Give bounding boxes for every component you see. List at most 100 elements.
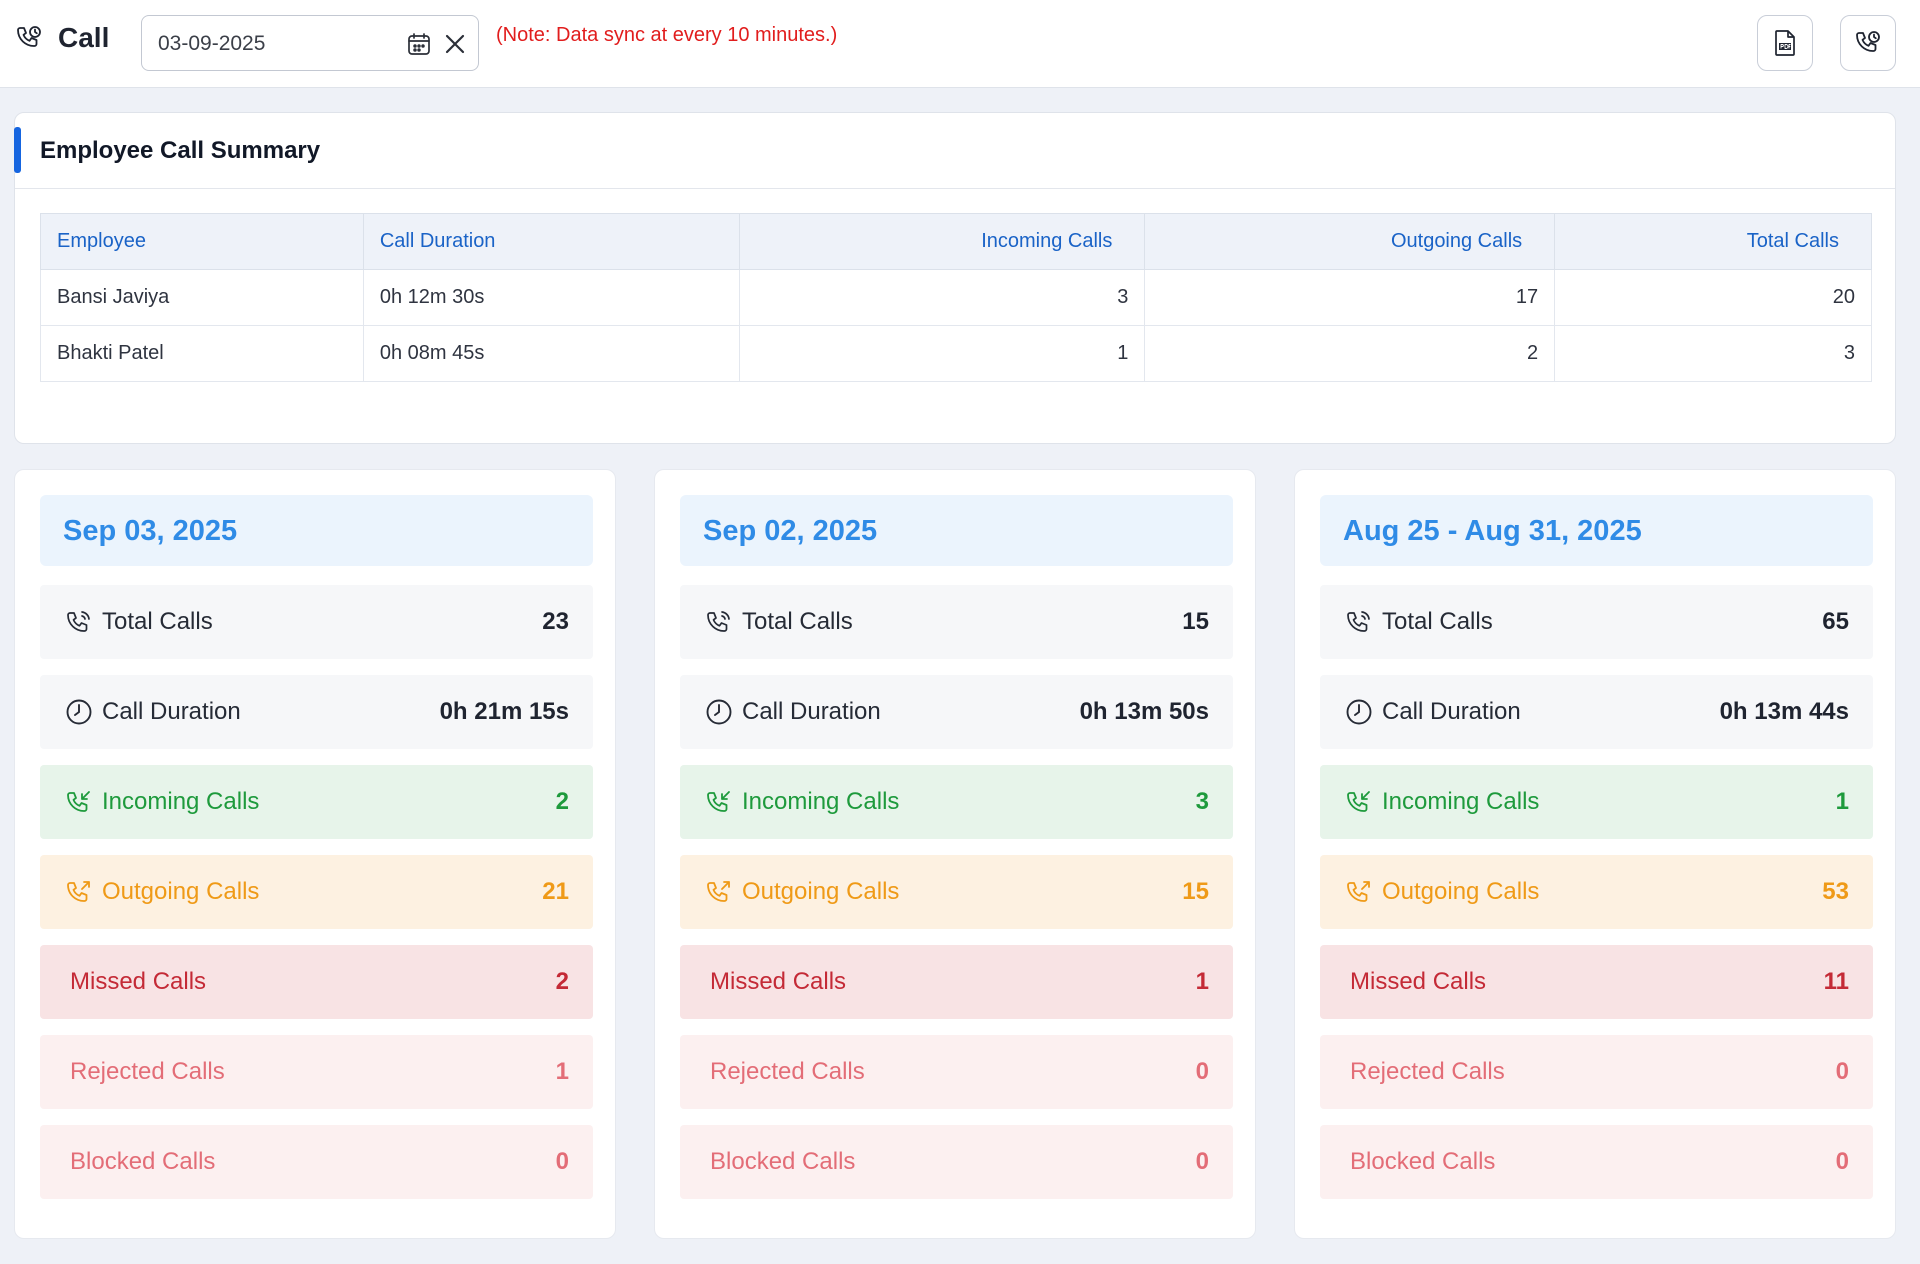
calendar-icon[interactable] [406,31,432,57]
clock-icon [66,699,92,725]
total-calls-value: 23 [542,608,569,635]
outgoing-calls-row[interactable]: Outgoing Calls 15 [680,855,1233,929]
incoming-calls-row[interactable]: Incoming Calls 2 [40,765,593,839]
accent-bar [14,127,21,173]
clock-icon [1346,699,1372,725]
page-title: Call [58,22,110,53]
blocked-calls-row[interactable]: Blocked Calls 0 [1320,1125,1873,1199]
rejected-calls-row[interactable]: Rejected Calls 0 [1320,1035,1873,1109]
incoming-calls-row[interactable]: Incoming Calls 1 [1320,765,1873,839]
close-icon[interactable] [440,29,470,59]
phone-ring-icon [67,611,90,632]
day-summary-card: Sep 02, 2025 Total Calls 15 Call Duratio… [654,469,1256,1239]
date-picker[interactable] [141,15,479,71]
outgoing-calls-label-group: Outgoing Calls [64,877,542,907]
outgoing-calls-value: 53 [1822,878,1849,905]
incoming-calls-value: 3 [1195,788,1209,815]
date-input[interactable] [158,30,388,58]
missed-calls-value: 2 [555,968,569,995]
call-duration: 0h 12m 30s [362,269,740,326]
missed-calls-value: 1 [1195,968,1209,995]
total-count: 20 [1554,269,1872,326]
outgoing-call-icon [707,881,730,902]
total-count: 3 [1554,325,1872,382]
rejected-calls-value: 0 [1835,1058,1849,1085]
call-duration-row[interactable]: Call Duration 0h 13m 44s [1320,675,1873,749]
rejected-calls-label: Rejected Calls [1350,1058,1505,1085]
incoming-calls-value: 1 [1835,788,1849,815]
call-duration-label: Call Duration [742,698,881,725]
outgoing-call-icon [67,881,90,902]
day-card-title: Aug 25 - Aug 31, 2025 [1343,515,1642,547]
summary-title: Employee Call Summary [40,137,321,164]
table-row[interactable]: Bhakti Patel 0h 08m 45s 1 2 3 [40,325,1872,382]
outgoing-calls-label: Outgoing Calls [1382,878,1540,905]
call-duration: 0h 08m 45s [362,325,740,382]
missed-calls-row[interactable]: Missed Calls 11 [1320,945,1873,1019]
total-calls-row[interactable]: Total Calls 23 [40,585,593,659]
day-card-header: Aug 25 - Aug 31, 2025 [1320,495,1873,566]
employee-name: Bansi Javiya [40,269,364,326]
call-duration-label-group: Call Duration [64,697,440,727]
column-header[interactable]: Call Duration [362,213,740,270]
sync-note: (Note: Data sync at every 10 minutes.) [496,24,838,46]
total-calls-label-group: Total Calls [1344,607,1822,637]
call-duration-value: 0h 13m 50s [1079,698,1209,725]
call-history-button[interactable] [1840,15,1896,71]
incoming-call-icon [1347,791,1370,812]
incoming-count: 3 [738,269,1146,326]
rejected-calls-row[interactable]: Rejected Calls 0 [680,1035,1233,1109]
total-calls-value: 65 [1822,608,1849,635]
day-summary-card: Aug 25 - Aug 31, 2025 Total Calls 65 Cal… [1294,469,1896,1239]
table-row[interactable]: Bansi Javiya 0h 12m 30s 3 17 20 [40,269,1872,326]
clock-icon [706,699,732,725]
rejected-calls-row[interactable]: Rejected Calls 1 [40,1035,593,1109]
column-header[interactable]: Employee [40,213,364,270]
column-header[interactable]: Incoming Calls [738,213,1146,270]
outgoing-calls-row[interactable]: Outgoing Calls 21 [40,855,593,929]
missed-calls-value: 11 [1823,968,1849,995]
call-log-icon [17,26,41,47]
incoming-calls-label: Incoming Calls [742,788,900,815]
export-pdf-button[interactable] [1757,15,1813,71]
total-calls-label: Total Calls [1382,608,1493,635]
outgoing-call-icon [1347,881,1370,902]
missed-calls-row[interactable]: Missed Calls 2 [40,945,593,1019]
call-duration-value: 0h 21m 15s [439,698,569,725]
incoming-calls-value: 2 [555,788,569,815]
rejected-calls-value: 0 [1195,1058,1209,1085]
rejected-calls-label: Rejected Calls [710,1058,865,1085]
blocked-calls-value: 0 [1835,1148,1849,1175]
blocked-calls-row[interactable]: Blocked Calls 0 [40,1125,593,1199]
page-brand: Call [14,22,109,54]
outgoing-calls-label: Outgoing Calls [102,878,260,905]
missed-calls-row[interactable]: Missed Calls 1 [680,945,1233,1019]
summary-header: Employee Call Summary [14,113,1895,189]
total-calls-row[interactable]: Total Calls 15 [680,585,1233,659]
incoming-calls-label-group: Incoming Calls [1344,787,1836,817]
phone-ring-icon [707,611,730,632]
call-duration-label: Call Duration [102,698,241,725]
incoming-calls-row[interactable]: Incoming Calls 3 [680,765,1233,839]
call-duration-row[interactable]: Call Duration 0h 21m 15s [40,675,593,749]
outgoing-calls-value: 15 [1182,878,1209,905]
call-duration-value: 0h 13m 44s [1719,698,1849,725]
column-header[interactable]: Total Calls [1554,213,1872,270]
employee-table: Employee Call Duration Incoming Calls Ou… [40,213,1872,382]
call-duration-label: Call Duration [1382,698,1521,725]
day-card-title: Sep 02, 2025 [703,515,878,547]
blocked-calls-value: 0 [555,1148,569,1175]
call-duration-row[interactable]: Call Duration 0h 13m 50s [680,675,1233,749]
blocked-calls-row[interactable]: Blocked Calls 0 [680,1125,1233,1199]
missed-calls-label: Missed Calls [1350,968,1487,995]
incoming-call-icon [707,791,730,812]
rejected-calls-label: Rejected Calls [70,1058,225,1085]
outgoing-calls-row[interactable]: Outgoing Calls 53 [1320,855,1873,929]
total-calls-row[interactable]: Total Calls 65 [1320,585,1873,659]
column-header[interactable]: Outgoing Calls [1144,213,1556,270]
blocked-calls-label: Blocked Calls [710,1148,856,1175]
blocked-calls-label: Blocked Calls [70,1148,216,1175]
outgoing-count: 2 [1144,325,1556,382]
blocked-calls-label: Blocked Calls [1350,1148,1496,1175]
outgoing-calls-label-group: Outgoing Calls [1344,877,1822,907]
